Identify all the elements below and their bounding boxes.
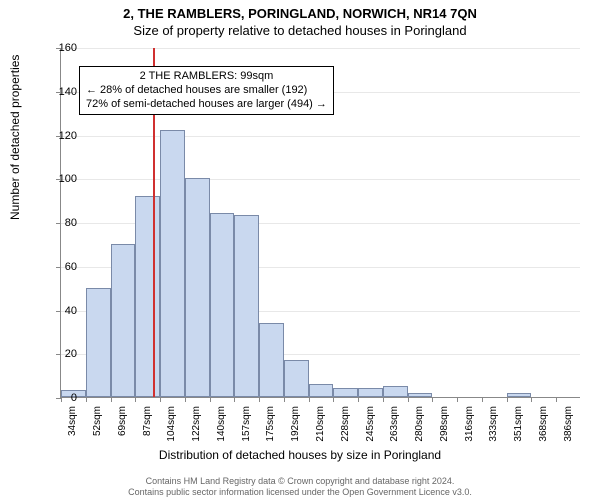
xtick-mark (86, 397, 87, 402)
footer: Contains HM Land Registry data © Crown c… (0, 476, 600, 498)
gridline (61, 48, 580, 49)
xtick-label: 316sqm (464, 406, 475, 442)
gridline (61, 136, 580, 137)
ytick-label: 160 (47, 42, 77, 54)
x-axis-label: Distribution of detached houses by size … (0, 448, 600, 462)
xtick-mark (457, 397, 458, 402)
chart-container: 2, THE RAMBLERS, PORINGLAND, NORWICH, NR… (0, 0, 600, 500)
histogram-bar (210, 213, 235, 397)
xtick-label: 175sqm (265, 406, 276, 442)
histogram-bar (185, 178, 210, 397)
xtick-label: 87sqm (142, 406, 153, 436)
chart-title-main: 2, THE RAMBLERS, PORINGLAND, NORWICH, NR… (0, 0, 600, 21)
ytick-label: 20 (47, 348, 77, 360)
xtick-label: 34sqm (67, 406, 78, 436)
ytick-label: 40 (47, 305, 77, 317)
xtick-mark (111, 397, 112, 402)
xtick-label: 140sqm (216, 406, 227, 442)
footer-line2: Contains public sector information licen… (0, 487, 600, 498)
xtick-label: 351sqm (513, 406, 524, 442)
histogram-bar (333, 388, 358, 397)
xtick-mark (408, 397, 409, 402)
ytick-label: 80 (47, 217, 77, 229)
xtick-label: 69sqm (117, 406, 128, 436)
xtick-label: 263sqm (389, 406, 400, 442)
histogram-bar (111, 244, 136, 397)
ytick-label: 140 (47, 86, 77, 98)
chart-title-sub: Size of property relative to detached ho… (0, 21, 600, 38)
xtick-mark (507, 397, 508, 402)
xtick-mark (234, 397, 235, 402)
ytick-label: 120 (47, 130, 77, 142)
footer-line1: Contains HM Land Registry data © Crown c… (0, 476, 600, 487)
xtick-label: 298sqm (439, 406, 450, 442)
xtick-mark (309, 397, 310, 402)
xtick-mark (556, 397, 557, 402)
histogram-bar (507, 393, 532, 397)
ytick-label: 60 (47, 261, 77, 273)
annotation-line3: 72% of semi-detached houses are larger (… (86, 98, 327, 112)
xtick-mark (210, 397, 211, 402)
histogram-bar (160, 130, 185, 397)
histogram-bar (408, 393, 433, 397)
histogram-bar (259, 323, 284, 397)
xtick-label: 333sqm (488, 406, 499, 442)
xtick-label: 245sqm (365, 406, 376, 442)
histogram-bar (234, 215, 259, 397)
xtick-mark (383, 397, 384, 402)
histogram-bar (383, 386, 408, 397)
ytick-label: 0 (47, 392, 77, 404)
xtick-label: 104sqm (166, 406, 177, 442)
annotation-line1: 2 THE RAMBLERS: 99sqm (86, 70, 327, 84)
xtick-mark (284, 397, 285, 402)
histogram-bar (86, 288, 111, 397)
xtick-label: 228sqm (340, 406, 351, 442)
xtick-mark (160, 397, 161, 402)
xtick-mark (185, 397, 186, 402)
histogram-bar (358, 388, 383, 397)
xtick-mark (432, 397, 433, 402)
y-axis-label: Number of detached properties (8, 55, 22, 220)
xtick-label: 122sqm (191, 406, 202, 442)
xtick-label: 157sqm (241, 406, 252, 442)
histogram-bar (309, 384, 334, 397)
xtick-label: 280sqm (414, 406, 425, 442)
ytick-label: 100 (47, 173, 77, 185)
gridline (61, 179, 580, 180)
xtick-mark (358, 397, 359, 402)
xtick-label: 192sqm (290, 406, 301, 442)
xtick-label: 386sqm (563, 406, 574, 442)
xtick-mark (135, 397, 136, 402)
plot-area: 2 THE RAMBLERS: 99sqm ← 28% of detached … (60, 48, 580, 398)
xtick-label: 52sqm (92, 406, 103, 436)
annotation-box: 2 THE RAMBLERS: 99sqm ← 28% of detached … (79, 66, 334, 115)
histogram-bar (135, 196, 160, 397)
histogram-bar (284, 360, 309, 397)
annotation-line2: ← 28% of detached houses are smaller (19… (86, 84, 327, 98)
xtick-label: 368sqm (538, 406, 549, 442)
xtick-label: 210sqm (315, 406, 326, 442)
xtick-mark (333, 397, 334, 402)
xtick-mark (531, 397, 532, 402)
xtick-mark (482, 397, 483, 402)
xtick-mark (259, 397, 260, 402)
